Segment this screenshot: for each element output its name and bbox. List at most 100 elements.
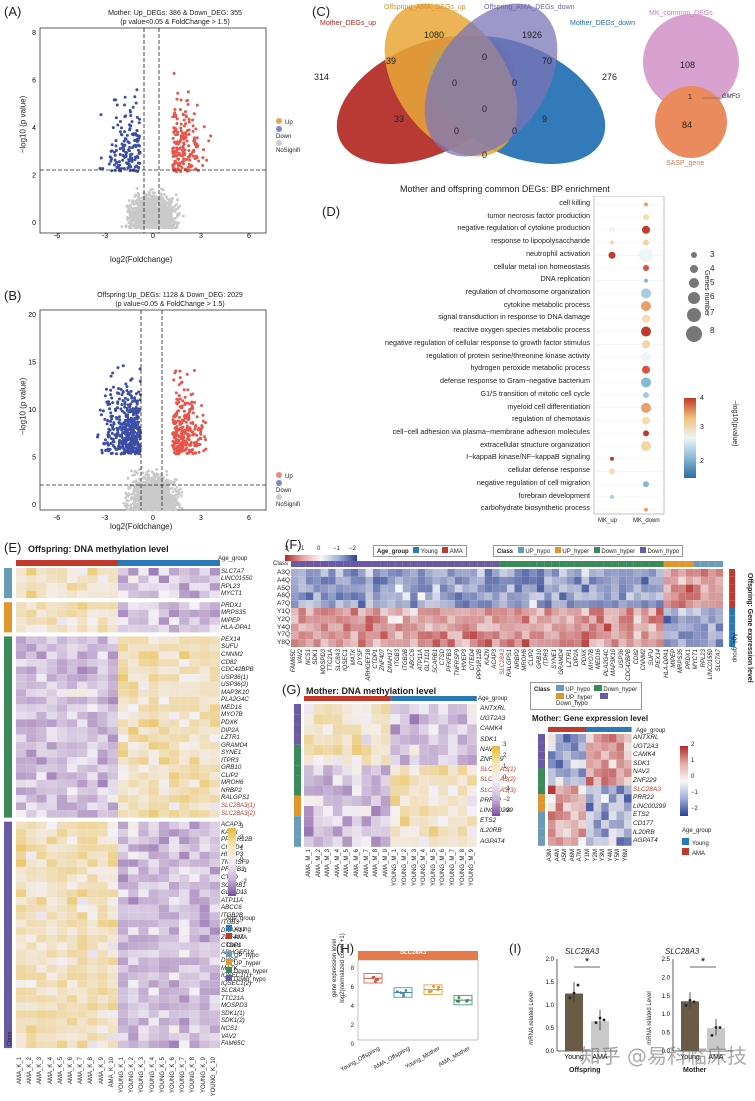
heat-cell bbox=[189, 674, 199, 682]
legend-up: Up bbox=[285, 474, 293, 480]
heat-cell bbox=[189, 636, 199, 644]
down-point bbox=[138, 121, 141, 124]
heat-cell bbox=[108, 890, 118, 898]
x-tick: -3 bbox=[102, 515, 108, 522]
heat-cell bbox=[87, 772, 97, 780]
heat-cell bbox=[98, 750, 108, 758]
heat-cell bbox=[189, 719, 199, 727]
venn-label-mother-down: Mother_DEGs_down bbox=[570, 20, 635, 27]
heat-cell bbox=[26, 920, 36, 928]
down-point bbox=[122, 431, 125, 434]
heat-cell bbox=[108, 905, 118, 913]
heat-cell bbox=[128, 697, 138, 705]
heat-cell bbox=[36, 912, 46, 920]
heat-cell bbox=[26, 859, 36, 867]
heat-cell bbox=[179, 568, 189, 576]
heat-cell bbox=[26, 689, 36, 697]
up-point bbox=[193, 401, 196, 404]
up-point bbox=[183, 138, 186, 141]
down-point bbox=[136, 403, 139, 406]
down-point bbox=[126, 398, 129, 401]
heat-cell bbox=[87, 617, 97, 625]
heat-cell bbox=[210, 942, 220, 950]
heat-cell bbox=[159, 867, 169, 875]
nosig-point bbox=[149, 224, 152, 227]
heat-cell bbox=[149, 787, 159, 795]
heat-cell bbox=[210, 765, 220, 773]
up-point bbox=[184, 448, 187, 451]
heat-cell bbox=[16, 697, 26, 705]
heat-cell bbox=[77, 905, 87, 913]
heat-cell bbox=[26, 610, 36, 618]
heat-cell bbox=[87, 837, 97, 845]
heat-cell bbox=[138, 689, 148, 697]
heat-cell bbox=[36, 890, 46, 898]
heat-cell bbox=[138, 927, 148, 935]
nosig-point bbox=[160, 213, 163, 216]
up-point bbox=[183, 119, 186, 122]
heat-cell bbox=[87, 742, 97, 750]
heat-cell bbox=[159, 765, 169, 773]
nosig-point bbox=[170, 213, 173, 216]
heat-cell bbox=[210, 920, 220, 928]
up-point bbox=[177, 162, 180, 165]
heat-cell bbox=[200, 787, 210, 795]
heat-cell bbox=[47, 822, 57, 830]
heat-cell bbox=[138, 735, 148, 743]
down-point bbox=[117, 165, 120, 168]
down-point bbox=[119, 408, 122, 411]
panel-b-xlabel: log2(Foldchange) bbox=[110, 522, 172, 531]
nosig-point bbox=[157, 478, 160, 481]
heat-cell bbox=[210, 897, 220, 905]
nosig-point bbox=[151, 495, 154, 498]
heat-cell bbox=[169, 920, 179, 928]
nosig-point bbox=[135, 503, 138, 506]
down-point bbox=[139, 393, 142, 396]
up-point bbox=[173, 371, 176, 374]
down-point bbox=[136, 155, 139, 158]
heat-cell bbox=[47, 927, 57, 935]
nosig-point bbox=[176, 490, 179, 493]
heat-cell bbox=[200, 829, 210, 837]
down-point bbox=[116, 417, 119, 420]
heat-cell bbox=[77, 867, 87, 875]
up-point bbox=[199, 437, 202, 440]
heat-cell bbox=[149, 750, 159, 758]
heat-cell bbox=[189, 659, 199, 667]
heat-cell bbox=[26, 765, 36, 773]
down-point bbox=[122, 445, 125, 448]
nosig-point bbox=[145, 471, 148, 474]
heat-cell bbox=[149, 652, 159, 660]
heat-cell bbox=[210, 576, 220, 584]
heat-cell bbox=[87, 625, 97, 633]
heat-cell bbox=[118, 727, 128, 735]
up-point bbox=[177, 409, 180, 412]
down-point bbox=[123, 140, 126, 143]
heat-cell bbox=[47, 659, 57, 667]
heat-cell bbox=[118, 772, 128, 780]
heat-cell bbox=[210, 689, 220, 697]
heat-cell bbox=[47, 636, 57, 644]
heat-cell bbox=[57, 950, 67, 958]
down-point bbox=[125, 151, 128, 154]
heat-cell bbox=[87, 735, 97, 743]
heat-cell bbox=[179, 682, 189, 690]
heat-cell bbox=[128, 652, 138, 660]
down-point bbox=[123, 167, 126, 170]
heat-cell bbox=[128, 674, 138, 682]
heat-cell bbox=[16, 942, 26, 950]
heat-cell bbox=[169, 712, 179, 720]
up-point bbox=[182, 113, 185, 116]
heat-cell bbox=[118, 610, 128, 618]
heat-cell bbox=[179, 689, 189, 697]
dot-mk-down bbox=[642, 315, 650, 323]
heat-cell bbox=[87, 822, 97, 830]
heat-cell bbox=[67, 822, 77, 830]
heat-cell bbox=[87, 920, 97, 928]
heat-cell bbox=[108, 897, 118, 905]
down-point bbox=[116, 391, 119, 394]
down-point bbox=[126, 166, 129, 169]
heat-cell bbox=[57, 765, 67, 773]
nosig-point bbox=[154, 210, 157, 213]
